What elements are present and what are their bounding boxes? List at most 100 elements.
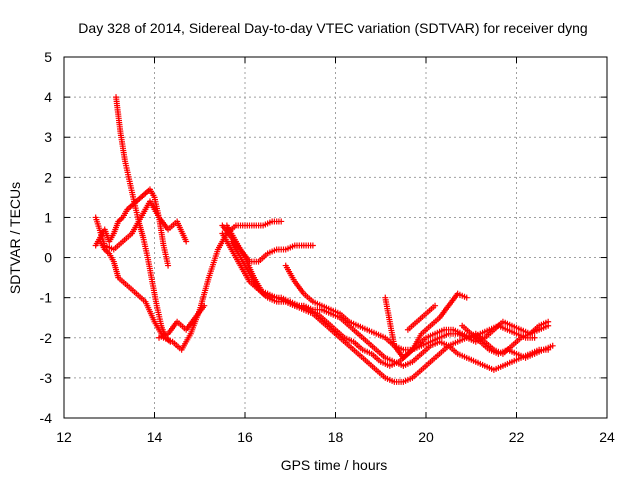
data-point-run — [148, 188, 157, 199]
data-point-run — [298, 303, 310, 312]
data-point-run — [193, 304, 206, 319]
data-point — [432, 302, 439, 309]
data-point — [463, 294, 470, 301]
data-point-run — [511, 323, 522, 332]
x-tick-label: 20 — [418, 429, 434, 445]
data-point-run — [479, 327, 491, 336]
data-point-run — [111, 220, 121, 235]
data-point-run — [429, 316, 441, 328]
data-point-run — [382, 296, 397, 347]
data-point-run — [456, 335, 468, 344]
data-point-run — [502, 359, 513, 368]
data-point-run — [275, 298, 287, 305]
data-point — [309, 242, 316, 249]
data-point-run — [262, 219, 273, 228]
data-point-run — [338, 312, 351, 324]
data-point-run — [320, 320, 333, 332]
data-point-run — [429, 339, 441, 348]
data-point-run — [134, 195, 143, 204]
data-point-run — [130, 216, 143, 235]
data-point-run — [329, 328, 342, 340]
data-point-run — [506, 327, 518, 336]
data-point-run — [338, 316, 351, 328]
data-point-run — [524, 351, 536, 360]
data-point-run — [461, 324, 473, 336]
data-point-run — [343, 335, 355, 344]
data-point-run — [356, 352, 369, 364]
x-tick-label: 24 — [599, 429, 615, 445]
chart-title: Day 328 of 2014, Sidereal Day-to-day VTE… — [78, 20, 587, 36]
data-point-run — [166, 320, 179, 335]
series-track-9 — [223, 222, 538, 369]
data-point-run — [375, 368, 387, 380]
axis-ticks — [63, 56, 608, 419]
data-point-run — [502, 319, 513, 328]
data-point-run — [370, 352, 382, 364]
data-point-run — [520, 327, 531, 336]
data-point-run — [321, 307, 332, 316]
series-track-4 — [92, 198, 190, 253]
data-point-run — [357, 323, 368, 332]
data-point-run — [248, 258, 260, 265]
data-point-run — [104, 243, 115, 252]
data-point-run — [411, 352, 423, 364]
x-tick-label: 14 — [147, 429, 163, 445]
y-tick-label: -1 — [40, 290, 53, 306]
data-point-run — [393, 378, 405, 385]
series-track-10 — [282, 262, 552, 353]
data-point-run — [411, 368, 423, 380]
data-point-run — [352, 340, 364, 352]
series-track-13 — [459, 322, 556, 361]
data-point-run — [161, 244, 171, 267]
data-point-run — [392, 344, 406, 360]
data-point-run — [271, 218, 282, 225]
data-point-run — [470, 332, 482, 344]
data-point-run — [420, 324, 432, 336]
data-point-run — [140, 236, 151, 259]
data-point — [278, 218, 285, 225]
data-point-run — [293, 280, 306, 295]
data-point-run — [446, 292, 460, 307]
data-point-run — [253, 222, 264, 229]
data-point-run — [294, 242, 305, 249]
data-point-run — [302, 292, 315, 304]
data-point-run — [361, 347, 373, 356]
data-point-run — [420, 360, 432, 372]
data-point-run — [148, 200, 161, 219]
data-point-run — [126, 284, 138, 296]
data-point-run — [116, 215, 125, 224]
series-track-12 — [404, 302, 439, 333]
data-point-run — [257, 252, 269, 263]
data-point-run — [389, 359, 400, 368]
data-point-run — [488, 347, 500, 356]
data-point-run — [145, 256, 155, 283]
data-point-run — [107, 232, 116, 243]
y-tick-label: 0 — [44, 250, 52, 266]
data-point-run — [275, 246, 287, 253]
y-tick-label: -4 — [40, 410, 53, 426]
data-point-run — [511, 355, 522, 364]
data-point-run — [456, 351, 468, 360]
data-point-run — [271, 294, 282, 301]
data-point-run — [497, 323, 509, 332]
data-point-run — [112, 240, 124, 251]
y-tick-label: 4 — [44, 89, 52, 105]
data-point-run — [356, 332, 369, 344]
data-point-run — [262, 291, 273, 300]
data-point — [531, 334, 538, 341]
data-point-run — [425, 331, 436, 340]
data-point-run — [366, 360, 378, 372]
data-point-run — [456, 291, 468, 300]
data-point-run — [384, 375, 396, 384]
data-point-run — [429, 352, 441, 364]
data-point-run — [447, 330, 459, 337]
data-point-run — [175, 220, 189, 243]
data-point-run — [220, 232, 234, 251]
data-point-run — [420, 339, 432, 348]
data-point-run — [533, 347, 545, 356]
data-point-run — [538, 323, 549, 332]
data-point-run — [111, 260, 121, 279]
data-point-run — [157, 216, 170, 231]
data-point-run — [410, 332, 424, 351]
